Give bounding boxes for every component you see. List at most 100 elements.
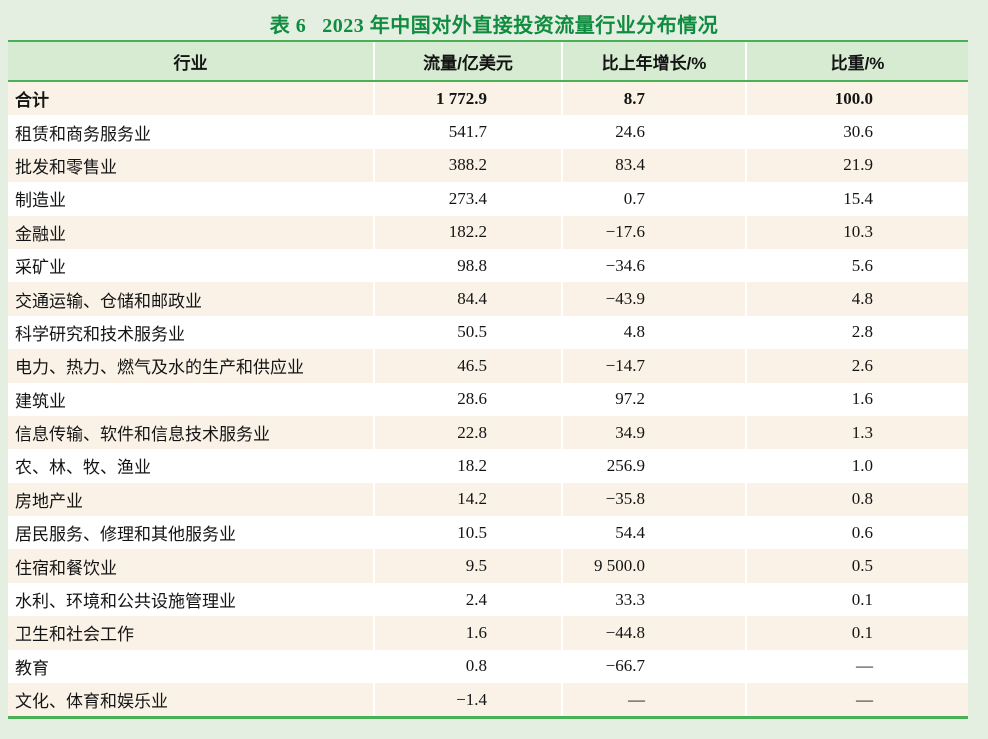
table-row: 合计 1 772.9 8.7 100.0 — [8, 82, 968, 116]
table-row: 建筑业 28.6 97.2 1.6 — [8, 382, 968, 416]
industry-cell: 制造业 — [15, 191, 66, 211]
flow-value-cell: 46.5 — [373, 349, 561, 383]
growth-value-cell: 4.8 — [561, 315, 745, 350]
industry-cell: 交通运输、仓储和邮政业 — [15, 291, 202, 311]
growth-value-cell: 256.9 — [561, 449, 745, 483]
flow-value-cell: 50.5 — [373, 315, 561, 350]
industry-cell: 住宿和餐饮业 — [15, 558, 117, 578]
growth-value-cell: −34.6 — [561, 248, 745, 283]
table-row: 科学研究和技术服务业 50.5 4.8 2.8 — [8, 315, 968, 350]
table-row: 水利、环境和公共设施管理业 2.4 33.3 0.1 — [8, 582, 968, 617]
industry-cell: 卫生和社会工作 — [15, 625, 134, 645]
industry-cell: 农、林、牧、渔业 — [15, 458, 151, 478]
industry-cell: 合计 — [15, 91, 49, 111]
industry-cell: 居民服务、修理和其他服务业 — [15, 525, 236, 545]
table-row: 金融业 182.2 −17.6 10.3 — [8, 215, 968, 249]
table-row: 批发和零售业 388.2 83.4 21.9 — [8, 148, 968, 183]
growth-value-cell: −66.7 — [561, 649, 745, 684]
flow-value-cell: 22.8 — [373, 415, 561, 450]
table-row: 信息传输、软件和信息技术服务业 22.8 34.9 1.3 — [8, 415, 968, 450]
growth-value-cell: −44.8 — [561, 616, 745, 650]
flow-value-cell: 18.2 — [373, 449, 561, 483]
share-value-cell: 10.3 — [745, 215, 968, 249]
growth-value-cell: — — [561, 683, 745, 717]
table-title-text: 2023 年中国对外直接投资流量行业分布情况 — [322, 14, 719, 37]
column-header-flow: 流量/亿美元 — [373, 42, 561, 80]
share-value-cell: 0.6 — [745, 516, 968, 550]
growth-value-cell: −14.7 — [561, 349, 745, 383]
growth-value-cell: 9 500.0 — [561, 549, 745, 583]
flow-value-cell: 541.7 — [373, 115, 561, 149]
table-row: 交通运输、仓储和邮政业 84.4 −43.9 4.8 — [8, 282, 968, 316]
table-row: 电力、热力、燃气及水的生产和供应业 46.5 −14.7 2.6 — [8, 349, 968, 383]
share-value-cell: 21.9 — [745, 148, 968, 183]
industry-cell: 建筑业 — [15, 391, 66, 411]
flow-value-cell: 1 772.9 — [373, 82, 561, 116]
industry-cell: 房地产业 — [15, 491, 83, 511]
table-row: 卫生和社会工作 1.6 −44.8 0.1 — [8, 616, 968, 650]
industry-distribution-table: 行业 流量/亿美元 比上年增长/% 比重/% 合计 1 772.9 8.7 10… — [8, 40, 968, 720]
table-row: 租赁和商务服务业 541.7 24.6 30.6 — [8, 115, 968, 149]
flow-value-cell: 28.6 — [373, 382, 561, 416]
share-value-cell: — — [745, 683, 968, 717]
table-row: 住宿和餐饮业 9.5 9 500.0 0.5 — [8, 549, 968, 583]
flow-value-cell: 10.5 — [373, 516, 561, 550]
table-header-row: 行业 流量/亿美元 比上年增长/% 比重/% — [8, 42, 968, 82]
table-row: 居民服务、修理和其他服务业 10.5 54.4 0.6 — [8, 516, 968, 550]
flow-value-cell: −1.4 — [373, 683, 561, 717]
share-value-cell: 4.8 — [745, 282, 968, 316]
share-value-cell: 15.4 — [745, 182, 968, 216]
flow-value-cell: 2.4 — [373, 582, 561, 617]
industry-cell: 教育 — [15, 658, 49, 678]
column-header-industry: 行业 — [173, 53, 208, 73]
growth-value-cell: 8.7 — [561, 82, 745, 116]
table-row: 教育 0.8 −66.7 — — [8, 649, 968, 684]
share-value-cell: 100.0 — [745, 82, 968, 116]
growth-value-cell: −35.8 — [561, 482, 745, 517]
table-body: 合计 1 772.9 8.7 100.0 租赁和商务服务业 541.7 24.6… — [8, 82, 968, 717]
share-value-cell: 30.6 — [745, 115, 968, 149]
flow-value-cell: 84.4 — [373, 282, 561, 316]
share-value-cell: 1.3 — [745, 415, 968, 450]
growth-value-cell: 34.9 — [561, 415, 745, 450]
table-row: 农、林、牧、渔业 18.2 256.9 1.0 — [8, 449, 968, 483]
growth-value-cell: 0.7 — [561, 182, 745, 216]
flow-value-cell: 1.6 — [373, 616, 561, 650]
table-row: 制造业 273.4 0.7 15.4 — [8, 182, 968, 216]
flow-value-cell: 0.8 — [373, 649, 561, 684]
share-value-cell: 5.6 — [745, 248, 968, 283]
industry-cell: 采矿业 — [15, 258, 66, 278]
growth-value-cell: −17.6 — [561, 215, 745, 249]
share-value-cell: 2.6 — [745, 349, 968, 383]
table-title: 表 6 2023 年中国对外直接投资流量行业分布情况 — [0, 0, 988, 40]
table-number-label: 表 6 — [269, 14, 307, 37]
industry-cell: 文化、体育和娱乐业 — [15, 692, 168, 712]
growth-value-cell: 33.3 — [561, 582, 745, 617]
column-header-growth: 比上年增长/% — [561, 42, 745, 80]
share-value-cell: 0.1 — [745, 582, 968, 617]
share-value-cell: 2.8 — [745, 315, 968, 350]
share-value-cell: 0.8 — [745, 482, 968, 517]
industry-cell: 水利、环境和公共设施管理业 — [15, 592, 236, 612]
industry-cell: 批发和零售业 — [15, 157, 117, 177]
share-value-cell: — — [745, 649, 968, 684]
flow-value-cell: 182.2 — [373, 215, 561, 249]
flow-value-cell: 273.4 — [373, 182, 561, 216]
share-value-cell: 1.6 — [745, 382, 968, 416]
industry-cell: 租赁和商务服务业 — [15, 124, 151, 144]
industry-cell: 电力、热力、燃气及水的生产和供应业 — [15, 358, 304, 378]
share-value-cell: 1.0 — [745, 449, 968, 483]
flow-value-cell: 388.2 — [373, 148, 561, 183]
growth-value-cell: 97.2 — [561, 382, 745, 416]
share-value-cell: 0.1 — [745, 616, 968, 650]
industry-cell: 金融业 — [15, 224, 66, 244]
table-row: 文化、体育和娱乐业 −1.4 — — — [8, 683, 968, 717]
growth-value-cell: 83.4 — [561, 148, 745, 183]
table-row: 采矿业 98.8 −34.6 5.6 — [8, 248, 968, 283]
flow-value-cell: 98.8 — [373, 248, 561, 283]
industry-cell: 科学研究和技术服务业 — [15, 324, 185, 344]
growth-value-cell: −43.9 — [561, 282, 745, 316]
flow-value-cell: 14.2 — [373, 482, 561, 517]
growth-value-cell: 24.6 — [561, 115, 745, 149]
growth-value-cell: 54.4 — [561, 516, 745, 550]
